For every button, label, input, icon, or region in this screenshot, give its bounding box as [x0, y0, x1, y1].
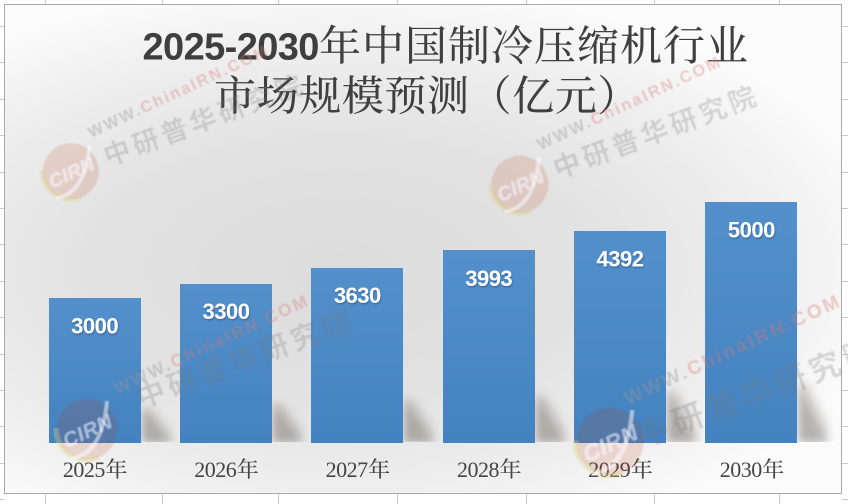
svg-text:2027: 2027 [326, 457, 369, 482]
svg-text:4392: 4392 [597, 247, 644, 272]
svg-text:3300: 3300 [203, 299, 250, 324]
svg-text:3000: 3000 [71, 314, 118, 339]
svg-text:2025-2030: 2025-2030 [143, 27, 319, 69]
svg-text:WWW.ChinaIRN.COM: WWW.ChinaIRN.COM [621, 291, 845, 410]
svg-text:2030: 2030 [720, 457, 763, 482]
svg-text:2026: 2026 [194, 457, 237, 482]
svg-text:2028: 2028 [457, 457, 500, 482]
svg-text:3993: 3993 [465, 266, 512, 291]
svg-text:3630: 3630 [334, 283, 381, 308]
svg-text:5000: 5000 [728, 217, 775, 242]
